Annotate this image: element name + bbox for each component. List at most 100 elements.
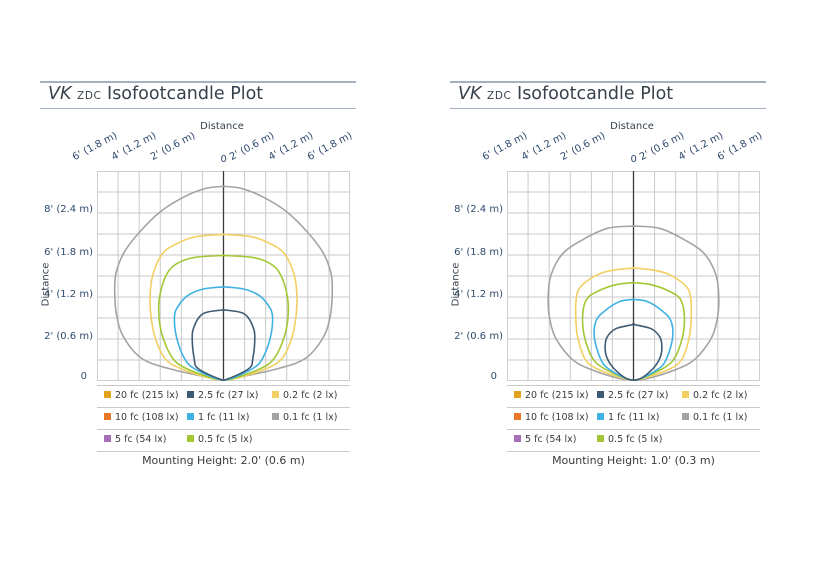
isofootcandle-plot — [507, 171, 760, 381]
legend-item: 0.5 fc (5 lx) — [597, 434, 662, 445]
y-tick-6ft: 6' (1.8 m) — [44, 247, 93, 258]
legend-swatch — [104, 435, 111, 442]
legend-swatch — [682, 413, 689, 420]
legend-row: 10 fc (108 lx) 1 fc (11 lx) 0.1 fc (1 lx) — [97, 408, 350, 430]
title-rule-top — [450, 81, 766, 83]
legend-swatch — [104, 391, 111, 398]
y-tick-4ft: 4' (1.2 m) — [454, 289, 503, 300]
top-tick-label: 2' (0.6 m) — [559, 130, 608, 163]
y-tick-0: 0 — [490, 371, 497, 382]
legend-row: 20 fc (215 lx) 2.5 fc (27 lx) 0.2 fc (2 lx… — [97, 385, 350, 408]
contour-1fc — [593, 298, 674, 381]
legend-label: 0.5 fc (5 lx) — [608, 434, 663, 445]
contour-0_5fc — [581, 281, 686, 381]
legend-item: 1 fc (11 lx) — [597, 412, 659, 423]
isofootcandle-plot — [97, 171, 350, 381]
mounting-height-caption: Mounting Height: 2.0' (0.6 m) — [142, 454, 305, 467]
contour-0_1fc — [113, 185, 334, 381]
legend-label: 0.5 fc (5 lx) — [198, 434, 253, 445]
legend-label: 5 fc (54 lx) — [525, 434, 577, 445]
legend-label: 2.5 fc (27 lx) — [608, 390, 669, 401]
legend-label: 0.1 fc (1 lx) — [693, 412, 748, 423]
side-axis-label: Distance — [450, 262, 462, 307]
legend-item: 0.1 fc (1 lx) — [272, 412, 337, 423]
y-tick-4ft: 4' (1.2 m) — [44, 289, 93, 300]
legend-swatch — [514, 435, 521, 442]
legend: 20 fc (215 lx) 2.5 fc (27 lx) 0.2 fc (2 lx… — [507, 385, 760, 452]
isofootcandle-panel-left: VK ZDC Isofootcandle Plot Distance 6' (1… — [40, 0, 370, 564]
mounting-height-caption: Mounting Height: 1.0' (0.3 m) — [552, 454, 715, 467]
top-tick-label: 0 — [630, 154, 637, 165]
legend-label: 10 fc (108 lx) — [115, 412, 179, 423]
plot-title: VK ZDC Isofootcandle Plot — [458, 84, 673, 104]
legend-swatch — [514, 391, 521, 398]
contour-2_5fc — [604, 323, 663, 381]
title-zdc: ZDC — [487, 90, 512, 102]
legend-swatch — [272, 413, 279, 420]
legend-item: 0.1 fc (1 lx) — [682, 412, 747, 423]
legend-label: 0.2 fc (2 lx) — [693, 390, 748, 401]
legend-label: 20 fc (215 lx) — [525, 390, 589, 401]
legend-item: 5 fc (54 lx) — [104, 434, 166, 445]
legend-item: 20 fc (215 lx) — [104, 390, 179, 401]
legend-row: 5 fc (54 lx) 0.5 fc (5 lx) — [97, 430, 350, 452]
title-rule-top — [40, 81, 356, 83]
legend-item: 2.5 fc (27 lx) — [597, 390, 669, 401]
legend-item: 5 fc (54 lx) — [514, 434, 576, 445]
legend-item: 0.5 fc (5 lx) — [187, 434, 252, 445]
legend-swatch — [272, 391, 279, 398]
y-tick-8ft: 8' (2.4 m) — [454, 204, 503, 215]
title-rule-bottom — [40, 108, 356, 109]
legend-item: 20 fc (215 lx) — [514, 390, 589, 401]
title-rule-bottom — [450, 108, 766, 109]
legend-swatch — [514, 413, 521, 420]
legend: 20 fc (215 lx) 2.5 fc (27 lx) 0.2 fc (2 lx… — [97, 385, 350, 452]
legend-swatch — [597, 391, 604, 398]
plot-title: VK ZDC Isofootcandle Plot — [48, 84, 263, 104]
legend-item: 10 fc (108 lx) — [104, 412, 179, 423]
legend-swatch — [187, 435, 194, 442]
legend-label: 10 fc (108 lx) — [525, 412, 589, 423]
y-tick-2ft: 2' (0.6 m) — [44, 331, 93, 342]
contour-1fc — [173, 285, 274, 381]
title-text: Isofootcandle Plot — [107, 84, 264, 104]
legend-swatch — [104, 413, 111, 420]
legend-row: 10 fc (108 lx) 1 fc (11 lx) 0.1 fc (1 lx) — [507, 408, 760, 430]
legend-row: 5 fc (54 lx) 0.5 fc (5 lx) — [507, 430, 760, 452]
legend-label: 0.2 fc (2 lx) — [283, 390, 338, 401]
legend-swatch — [597, 435, 604, 442]
legend-swatch — [597, 413, 604, 420]
y-tick-8ft: 8' (2.4 m) — [44, 204, 93, 215]
top-axis-label: Distance — [610, 121, 654, 132]
contour-0_1fc — [547, 225, 720, 381]
title-text: Isofootcandle Plot — [517, 84, 674, 104]
y-tick-0: 0 — [80, 371, 87, 382]
contour-0_2fc — [574, 266, 693, 381]
legend-item: 1 fc (11 lx) — [187, 412, 249, 423]
legend-label: 20 fc (215 lx) — [115, 390, 179, 401]
top-tick-label: 0 — [220, 154, 227, 165]
isofootcandle-panel-right: VK ZDC Isofootcandle Plot Distance 6' (1… — [450, 0, 780, 564]
contour-0_2fc — [149, 233, 298, 381]
legend-item: 10 fc (108 lx) — [514, 412, 589, 423]
y-tick-6ft: 6' (1.8 m) — [454, 247, 503, 258]
side-axis-label: Distance — [40, 262, 52, 307]
legend-swatch — [682, 391, 689, 398]
title-model: VK — [48, 84, 72, 104]
legend-row: 20 fc (215 lx) 2.5 fc (27 lx) 0.2 fc (2 lx… — [507, 385, 760, 408]
legend-swatch — [187, 413, 194, 420]
title-model: VK — [458, 84, 482, 104]
legend-item: 0.2 fc (2 lx) — [682, 390, 747, 401]
legend-label: 0.1 fc (1 lx) — [283, 412, 338, 423]
contour-2_5fc — [191, 308, 256, 381]
legend-swatch — [187, 391, 194, 398]
y-tick-2ft: 2' (0.6 m) — [454, 331, 503, 342]
contour-0_5fc — [157, 254, 290, 381]
title-zdc: ZDC — [77, 90, 102, 102]
legend-label: 5 fc (54 lx) — [115, 434, 167, 445]
legend-label: 1 fc (11 lx) — [608, 412, 660, 423]
legend-item: 0.2 fc (2 lx) — [272, 390, 337, 401]
top-axis-label: Distance — [200, 121, 244, 132]
legend-label: 2.5 fc (27 lx) — [198, 390, 259, 401]
legend-label: 1 fc (11 lx) — [198, 412, 250, 423]
